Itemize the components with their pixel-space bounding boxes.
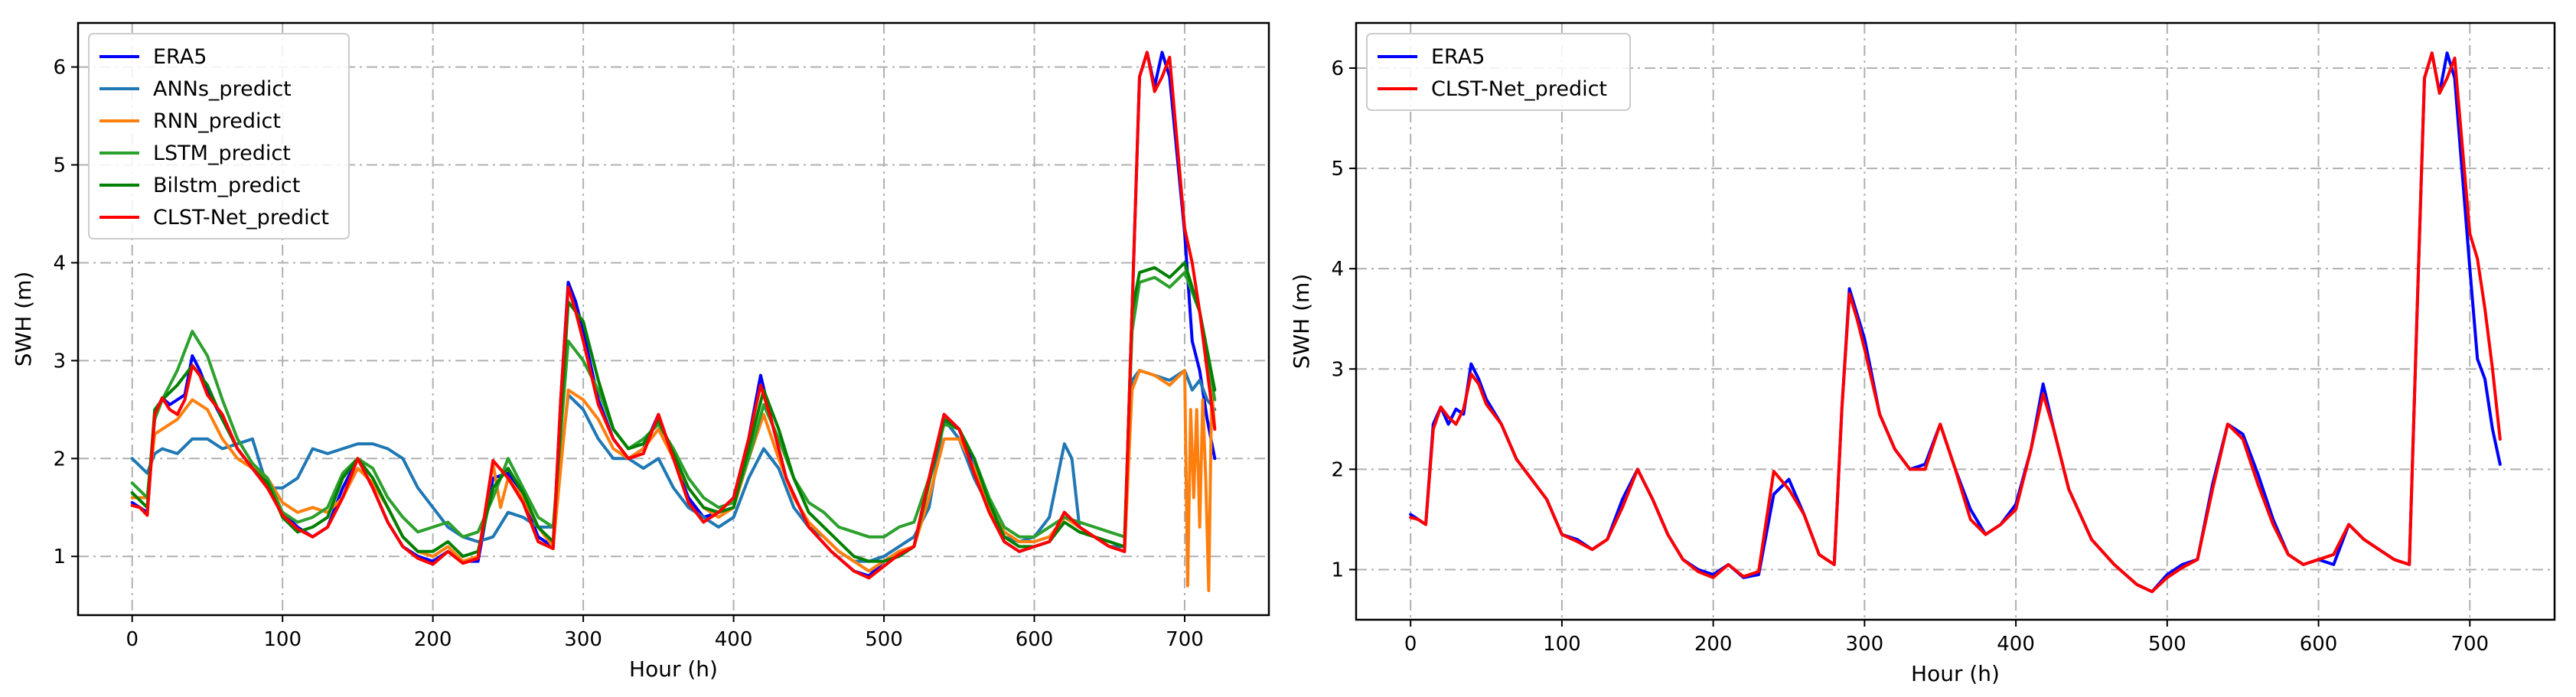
series-group xyxy=(1409,51,2502,594)
x-tick-label: 700 xyxy=(2450,633,2489,656)
series-line-era5 xyxy=(1409,51,2502,594)
x-tick-label: 600 xyxy=(2300,633,2338,656)
y-axis-label: SWH (m) xyxy=(11,272,36,367)
plot-frame xyxy=(1355,21,2556,621)
chart-left-all-models: 0 100 200 300 400 500 600 700 1 2 3 4 5 6 Hour (h) SWH … xyxy=(11,21,1270,682)
x-tick-label: 500 xyxy=(2148,633,2186,656)
y-tick-label: 6 xyxy=(53,57,66,80)
legend-label-lstm-predict: LSTM_predict xyxy=(153,142,291,165)
series-line-clst-net-predict xyxy=(1409,51,2502,594)
legend-label-clst-net-predict: CLST-Net_predict xyxy=(153,206,329,230)
legend-label-bilstm-predict: Bilstm_predict xyxy=(153,174,300,197)
x-tick-label: 500 xyxy=(865,628,903,651)
series-line-bilstm-predict xyxy=(130,261,1217,563)
y-tick-label: 4 xyxy=(53,252,66,275)
x-tick-label: 700 xyxy=(1166,628,1204,651)
x-tick-label: 200 xyxy=(1694,633,1733,656)
series-line-rnn-predict xyxy=(130,369,1217,592)
y-tick-label: 1 xyxy=(1331,559,1344,581)
y-axis-label: SWH (m) xyxy=(1289,274,1314,370)
y-tick-label: 5 xyxy=(53,155,66,178)
legend-box xyxy=(1366,33,1631,111)
y-tick-label: 2 xyxy=(53,448,66,471)
legend-label-era5: ERA5 xyxy=(153,45,207,69)
x-tick-label: 0 xyxy=(126,628,139,651)
y-tick-label: 3 xyxy=(1331,358,1344,381)
x-tick-label: 200 xyxy=(414,628,452,651)
x-tick-label: 100 xyxy=(1543,633,1581,656)
legend-label-era5: ERA5 xyxy=(1431,45,1485,69)
legend: ERA5 ANNs_predict RNN_predict LSTM_predict B… xyxy=(88,33,350,239)
series-group xyxy=(130,50,1217,592)
x-tick-label: 400 xyxy=(715,628,753,651)
plot-frame xyxy=(77,21,1270,617)
x-tick-label: 0 xyxy=(1404,633,1417,656)
x-axis-label: Hour (h) xyxy=(1911,661,2000,686)
x-tick-label: 300 xyxy=(564,628,602,651)
y-tick-label: 5 xyxy=(1331,158,1344,181)
series-line-lstm-predict xyxy=(130,271,1217,539)
legend-label-anns-predict: ANNs_predict xyxy=(153,77,292,101)
chart-right-era5-vs-clst: 0 100 200 300 400 500 600 700 1 2 3 4 5 6 Hour (h) SWH … xyxy=(1289,21,2556,686)
y-tick-label: 3 xyxy=(53,350,66,373)
x-tick-label: 300 xyxy=(1846,633,1884,656)
y-tick-label: 4 xyxy=(1331,258,1344,281)
series-line-clst-net-predict xyxy=(130,50,1217,580)
legend-label-rnn-predict: RNN_predict xyxy=(153,109,281,133)
x-tick-label: 100 xyxy=(263,628,302,651)
y-tick-label: 6 xyxy=(1331,57,1344,80)
y-tick-label: 1 xyxy=(53,546,66,568)
legend: ERA5 CLST-Net_predict xyxy=(1366,33,1631,111)
y-tick-label: 2 xyxy=(1331,458,1344,481)
x-axis-label: Hour (h) xyxy=(629,656,718,682)
x-tick-label: 400 xyxy=(1997,633,2035,656)
x-tick-label: 600 xyxy=(1016,628,1054,651)
legend-box xyxy=(88,33,350,239)
legend-label-clst-net-predict: CLST-Net_predict xyxy=(1431,77,1607,101)
